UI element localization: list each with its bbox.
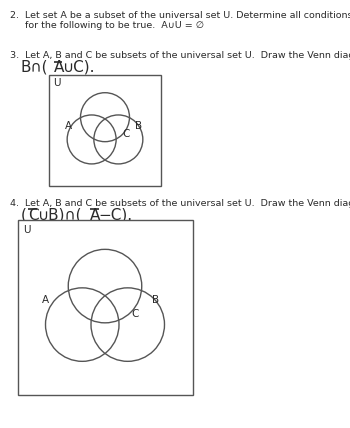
Text: B∩(: B∩( xyxy=(21,60,49,75)
Text: A: A xyxy=(54,60,65,75)
Text: for the following to be true.  A∪U = ∅: for the following to be true. A∪U = ∅ xyxy=(10,21,204,30)
Text: B: B xyxy=(152,295,159,305)
Text: 4.  Let A, B and C be subsets of the universal set U.  Draw the Venn diagram for: 4. Let A, B and C be subsets of the univ… xyxy=(10,199,350,208)
Text: U: U xyxy=(53,78,60,88)
Text: ∪B)∩(: ∪B)∩( xyxy=(37,208,81,223)
Text: B: B xyxy=(135,121,142,131)
Text: A: A xyxy=(90,208,100,223)
Text: 2.  Let set A be a subset of the universal set U. Determine all conditions that : 2. Let set A be a subset of the universa… xyxy=(10,11,350,20)
Text: A: A xyxy=(65,121,72,131)
Text: (: ( xyxy=(21,208,27,223)
Text: C: C xyxy=(123,129,130,140)
Text: 3.  Let A, B and C be subsets of the universal set U.  Draw the Venn diagram for: 3. Let A, B and C be subsets of the univ… xyxy=(10,51,350,60)
Text: A: A xyxy=(42,295,49,305)
Text: U: U xyxy=(23,225,30,235)
Text: C: C xyxy=(131,309,139,319)
Text: −C).: −C). xyxy=(99,208,133,223)
Text: ∪C).: ∪C). xyxy=(62,60,95,75)
Text: C: C xyxy=(28,208,38,223)
